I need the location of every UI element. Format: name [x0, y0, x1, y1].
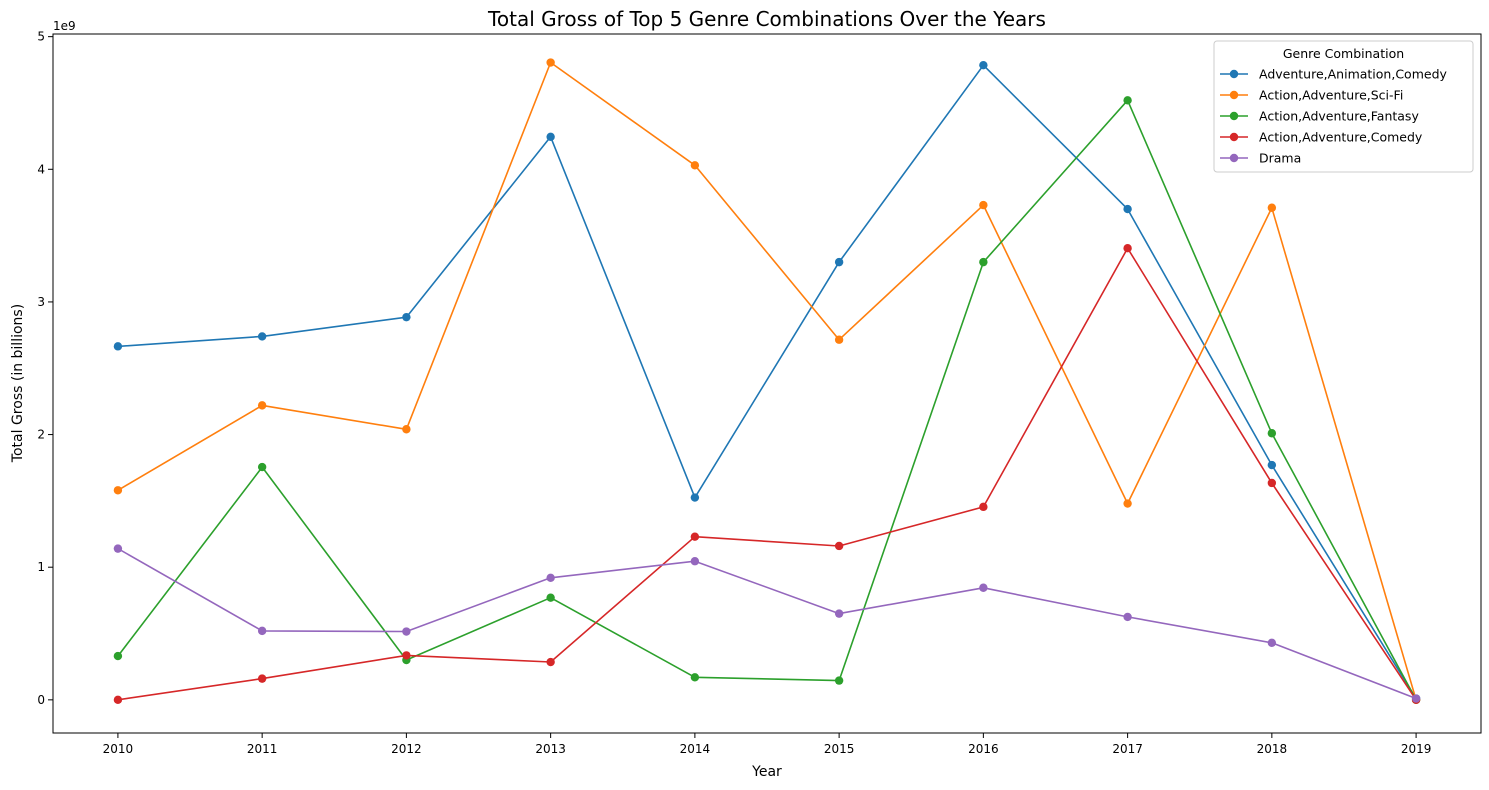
- chart-title: Total Gross of Top 5 Genre Combinations …: [487, 7, 1046, 31]
- y-tick-label: 5: [37, 30, 45, 44]
- legend-swatch-marker: [1229, 90, 1239, 100]
- y-axis-title: Total Gross (in billions): [10, 304, 26, 463]
- data-point: [1123, 244, 1132, 253]
- data-point: [979, 200, 988, 210]
- legend-label: Adventure,Animation,Comedy: [1259, 67, 1448, 82]
- data-point: [690, 493, 700, 502]
- data-point: [546, 132, 555, 141]
- data-point: [690, 161, 700, 170]
- y-tick-label: 2: [37, 428, 45, 442]
- x-tick-label: 2011: [247, 742, 278, 756]
- y-tick-label: 4: [37, 162, 45, 176]
- series-line: [117, 61, 1417, 701]
- data-point: [1267, 638, 1277, 648]
- x-tick-label: 2016: [968, 742, 999, 756]
- data-point: [979, 257, 988, 267]
- data-point: [546, 58, 555, 67]
- data-point: [257, 462, 267, 472]
- legend-swatch-marker: [1229, 132, 1239, 142]
- data-point: [257, 332, 267, 341]
- data-point: [1411, 694, 1421, 703]
- data-point: [834, 676, 844, 685]
- data-point: [979, 60, 988, 70]
- legend-swatch-marker: [1229, 69, 1239, 79]
- legend-title: Genre Combination: [1283, 46, 1404, 61]
- data-point: [113, 695, 123, 705]
- data-point: [834, 541, 844, 551]
- data-point: [834, 257, 844, 267]
- data-point: [834, 609, 844, 618]
- data-point: [834, 335, 844, 344]
- legend: Genre Combination Adventure,Animation,Co…: [1213, 40, 1474, 173]
- series-line: [117, 247, 1417, 701]
- series-line: [117, 99, 1417, 701]
- data-point: [979, 502, 988, 512]
- legend-swatch-marker: [1229, 111, 1239, 121]
- data-point: [257, 674, 267, 683]
- plot-area: [113, 58, 1421, 705]
- x-tick-label: 2015: [824, 742, 855, 756]
- data-point: [257, 401, 267, 410]
- legend-label: Drama: [1259, 151, 1301, 166]
- data-point: [1267, 203, 1277, 212]
- data-point: [113, 342, 123, 351]
- data-point: [690, 532, 700, 541]
- y-tick-label: 0: [37, 693, 45, 707]
- data-point: [402, 425, 411, 434]
- x-tick-label: 2019: [1401, 742, 1432, 756]
- x-tick-label: 2018: [1257, 742, 1288, 756]
- x-tick-label: 2013: [535, 742, 566, 756]
- data-point: [113, 651, 123, 661]
- data-point: [1123, 204, 1132, 214]
- x-tick-label: 2017: [1112, 742, 1143, 756]
- x-tick-label: 2014: [680, 742, 711, 756]
- series-line: [117, 64, 1417, 699]
- data-point: [979, 583, 988, 592]
- y-offset-label: 1e9: [53, 19, 76, 33]
- legend-box: [1213, 40, 1474, 173]
- x-tick-label: 2010: [103, 742, 134, 756]
- data-point: [690, 557, 700, 566]
- plot-frame: [52, 33, 1482, 734]
- series-line: [117, 547, 1417, 700]
- legend-swatch-marker: [1229, 153, 1239, 163]
- data-point: [1123, 499, 1132, 508]
- data-point: [402, 627, 411, 636]
- data-point: [113, 486, 123, 495]
- data-point: [1123, 612, 1132, 622]
- data-point: [1267, 429, 1277, 438]
- legend-label: Action,Adventure,Sci-Fi: [1259, 88, 1403, 103]
- legend-label: Action,Adventure,Fantasy: [1259, 109, 1419, 124]
- data-point: [402, 651, 411, 660]
- data-point: [690, 673, 700, 682]
- data-point: [546, 593, 555, 602]
- x-axis-title: Year: [751, 764, 782, 780]
- data-point: [257, 626, 267, 636]
- legend-label: Action,Adventure,Comedy: [1259, 130, 1423, 145]
- data-point: [546, 573, 555, 583]
- data-point: [402, 312, 411, 322]
- y-tick-label: 3: [37, 295, 45, 309]
- data-point: [546, 657, 555, 667]
- x-tick-label: 2012: [391, 742, 422, 756]
- data-point: [113, 544, 123, 553]
- data-point: [1267, 460, 1277, 470]
- data-point: [1267, 478, 1277, 488]
- data-point: [1123, 96, 1132, 105]
- y-tick-label: 1: [37, 560, 45, 574]
